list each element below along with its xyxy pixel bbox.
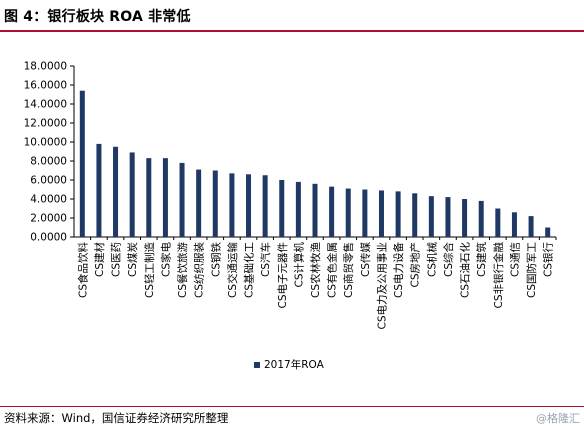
x-tick-label: CS房地产	[409, 242, 422, 288]
bar	[279, 180, 285, 237]
figure-title: 图 4：银行板块 ROA 非常低	[4, 9, 191, 25]
bar	[312, 183, 318, 237]
x-tick-label: CS商贸零售	[342, 242, 355, 298]
bar	[196, 169, 202, 237]
bar	[511, 212, 517, 237]
y-tick-label: 0.0000	[30, 232, 67, 244]
y-tick-label: 14.0000	[24, 99, 67, 111]
bar	[412, 193, 418, 237]
x-tick-label: CS非银行金融	[492, 242, 505, 309]
bar	[262, 175, 268, 237]
bar	[146, 158, 152, 237]
x-tick-label: CS食品饮料	[76, 242, 89, 298]
x-tick-label: CS纺织服装	[193, 242, 206, 298]
x-tick-labels: CS食品饮料 CS建材 CS医药 CS煤炭 CS轻工制造 CS家电 CS餐饮旅游 CS纺织服装…	[76, 242, 554, 330]
bar	[179, 162, 185, 237]
bar	[462, 199, 468, 237]
bar	[79, 90, 85, 237]
bar	[113, 146, 119, 237]
legend-swatch	[254, 361, 260, 368]
x-tick-label: CS建材	[93, 242, 106, 277]
x-tick-label: CS传媒	[359, 242, 372, 277]
bar	[495, 208, 501, 237]
x-tick-label: CS餐饮旅游	[176, 242, 189, 298]
y-tick-label: 2.0000	[30, 213, 67, 225]
x-tick-label: CS计算机	[292, 242, 305, 288]
bar	[362, 189, 368, 237]
x-tick-label: CS钢铁	[209, 242, 222, 277]
bar	[329, 186, 335, 237]
bar	[395, 191, 401, 237]
x-tick-label: CS电子元器件	[276, 242, 289, 309]
x-tick-label: CS家电	[159, 242, 172, 277]
x-tick-label: CS电力及公用事业	[375, 242, 388, 330]
x-tick-label: CS国防军工	[525, 242, 538, 298]
title-rule	[0, 30, 584, 32]
x-axis	[74, 236, 557, 240]
x-tick-label: CS交通运输	[226, 242, 239, 298]
bar	[478, 200, 484, 237]
bar	[229, 173, 235, 237]
y-tick-label: 8.0000	[30, 156, 67, 168]
bar	[428, 196, 434, 237]
bar-series	[79, 90, 551, 237]
bar	[378, 190, 384, 237]
x-tick-label: CS轻工制造	[143, 242, 156, 298]
x-tick-label: CS汽车	[259, 242, 272, 277]
bar	[162, 158, 168, 237]
y-tick-label: 4.0000	[30, 194, 67, 206]
x-tick-label: CS农林牧渔	[309, 242, 322, 298]
bar	[445, 197, 451, 237]
bar	[246, 174, 252, 237]
footer-rule	[0, 406, 584, 407]
x-tick-label: CS石油石化	[459, 242, 472, 298]
y-tick-label: 16.0000	[24, 80, 67, 92]
source-note: 资料来源：Wind，国信证券经济研究所整理	[4, 411, 229, 425]
y-tick-label: 12.0000	[24, 118, 67, 130]
bar	[545, 227, 551, 237]
x-tick-label: CS基础化工	[243, 242, 256, 298]
y-tick-label: 18.0000	[24, 61, 67, 73]
y-tick-label: 6.0000	[30, 175, 67, 187]
legend-label: 2017年ROA	[264, 359, 324, 371]
watermark: @格隆汇	[536, 412, 580, 425]
bar	[528, 216, 534, 237]
x-tick-label: CS煤炭	[126, 242, 139, 277]
x-tick-label: CS建筑	[475, 242, 488, 277]
x-tick-label: CS银行	[542, 242, 555, 277]
bar	[129, 152, 135, 237]
x-tick-label: CS综合	[442, 242, 455, 277]
x-tick-label: CS有色金属	[326, 242, 339, 298]
bar	[96, 143, 102, 237]
bar-chart: 0.0000 2.0000 4.0000 6.0000 8.0000 10.0000 12.…	[24, 61, 557, 330]
x-tick-label: CS医药	[111, 242, 123, 277]
x-tick-label: CS通信	[509, 242, 521, 277]
legend: 2017年ROA	[254, 357, 324, 372]
bar	[345, 188, 351, 237]
y-axis: 0.0000 2.0000 4.0000 6.0000 8.0000 10.0000 12.…	[24, 61, 75, 244]
bar	[295, 181, 301, 237]
y-tick-label: 10.0000	[24, 137, 67, 149]
x-tick-label: CS电力设备	[392, 242, 405, 298]
x-tick-label: CS机械	[425, 242, 438, 277]
bar	[212, 170, 218, 237]
